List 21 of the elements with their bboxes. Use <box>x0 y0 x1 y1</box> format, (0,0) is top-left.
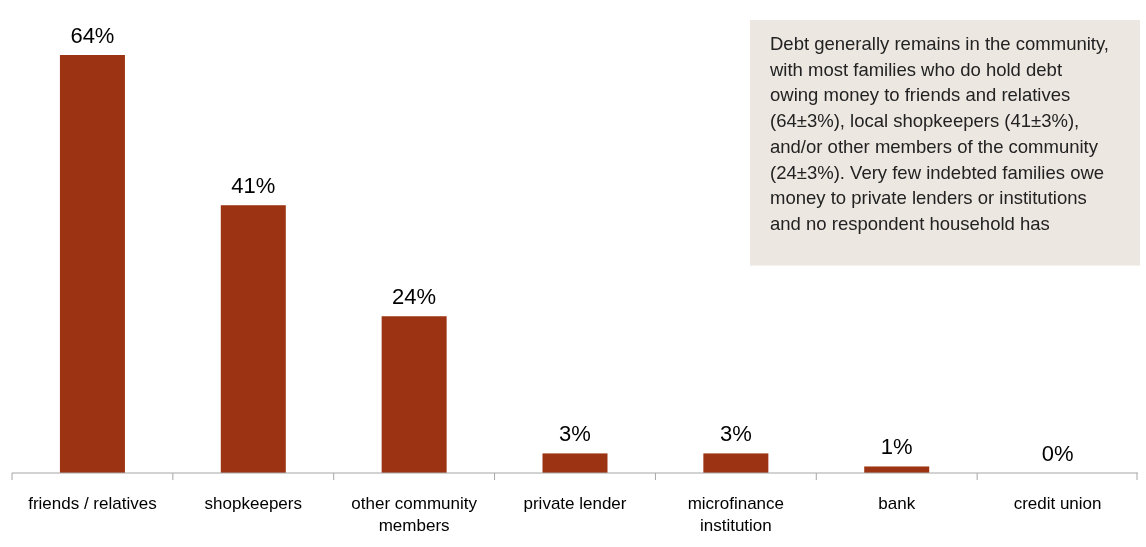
data-label: 0% <box>1041 441 1074 466</box>
bar <box>864 466 930 473</box>
data-label: 64% <box>70 23 115 48</box>
bar <box>220 205 286 473</box>
data-label: 1% <box>880 434 913 460</box>
bar <box>703 453 769 473</box>
bar <box>542 453 608 473</box>
data-label: 3% <box>559 421 591 447</box>
data-label: 3% <box>719 421 752 447</box>
x-tick-label: microfinance institution <box>687 494 785 535</box>
x-tick-label: credit union <box>1013 494 1102 513</box>
data-label: 41% <box>231 173 276 199</box>
bar <box>59 55 125 473</box>
x-tick-label: friends / relatives <box>28 494 157 513</box>
x-tick-label: bank <box>878 494 916 513</box>
x-tick-label: shopkeepers <box>204 494 302 513</box>
data-label: 24% <box>392 284 437 310</box>
x-tick-label: private lender <box>523 494 627 513</box>
annotation: Debt generally remains in the community, with most families who do hold debt owing money to friends and relatives (64±3%), local shopkeepers (41±3%), and/or other members of the community (24±3%). Very few indebted families owe money to private lenders or institutions and no respondent household has <box>769 33 1109 234</box>
x-tick-label: other community members <box>351 494 478 535</box>
bar <box>381 316 447 473</box>
